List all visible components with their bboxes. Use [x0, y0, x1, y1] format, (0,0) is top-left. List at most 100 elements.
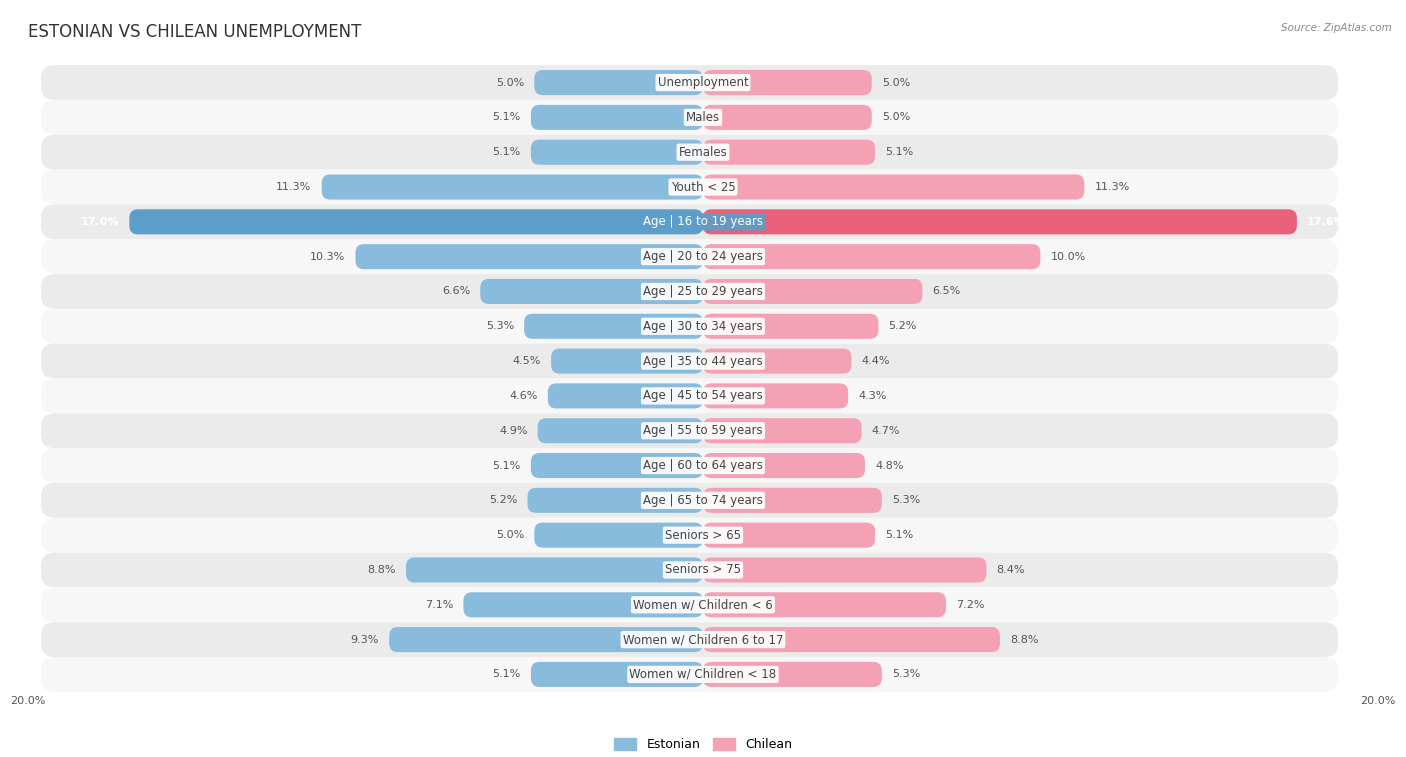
FancyBboxPatch shape [703, 557, 987, 582]
FancyBboxPatch shape [548, 383, 703, 409]
Text: 5.2%: 5.2% [489, 495, 517, 506]
Text: 8.8%: 8.8% [1010, 634, 1039, 645]
Text: ESTONIAN VS CHILEAN UNEMPLOYMENT: ESTONIAN VS CHILEAN UNEMPLOYMENT [28, 23, 361, 41]
FancyBboxPatch shape [534, 522, 703, 548]
FancyBboxPatch shape [537, 418, 703, 444]
Text: Women w/ Children 6 to 17: Women w/ Children 6 to 17 [623, 633, 783, 646]
FancyBboxPatch shape [322, 175, 703, 200]
FancyBboxPatch shape [703, 418, 862, 444]
FancyBboxPatch shape [481, 279, 703, 304]
FancyBboxPatch shape [41, 309, 1339, 344]
Text: Age | 45 to 54 years: Age | 45 to 54 years [643, 389, 763, 403]
Text: 20.0%: 20.0% [10, 696, 46, 706]
FancyBboxPatch shape [524, 313, 703, 339]
Text: Women w/ Children < 18: Women w/ Children < 18 [630, 668, 776, 681]
Text: Seniors > 65: Seniors > 65 [665, 528, 741, 542]
Text: 5.3%: 5.3% [891, 669, 920, 680]
FancyBboxPatch shape [41, 448, 1339, 483]
Text: 4.7%: 4.7% [872, 425, 900, 436]
Text: 7.1%: 7.1% [425, 600, 453, 610]
Text: Seniors > 75: Seniors > 75 [665, 563, 741, 577]
FancyBboxPatch shape [703, 140, 875, 165]
Text: 5.3%: 5.3% [486, 321, 515, 332]
FancyBboxPatch shape [534, 70, 703, 95]
Text: 8.4%: 8.4% [997, 565, 1025, 575]
FancyBboxPatch shape [703, 488, 882, 513]
Text: Males: Males [686, 111, 720, 124]
Text: 17.6%: 17.6% [1308, 217, 1346, 227]
Text: 5.1%: 5.1% [492, 669, 520, 680]
Text: 11.3%: 11.3% [1094, 182, 1129, 192]
FancyBboxPatch shape [703, 662, 882, 687]
FancyBboxPatch shape [703, 209, 1296, 235]
FancyBboxPatch shape [41, 413, 1339, 448]
Text: Age | 25 to 29 years: Age | 25 to 29 years [643, 285, 763, 298]
Text: Age | 20 to 24 years: Age | 20 to 24 years [643, 250, 763, 263]
Text: 5.1%: 5.1% [492, 460, 520, 471]
FancyBboxPatch shape [41, 553, 1339, 587]
Text: Age | 30 to 34 years: Age | 30 to 34 years [643, 319, 763, 333]
FancyBboxPatch shape [41, 274, 1339, 309]
FancyBboxPatch shape [464, 592, 703, 617]
FancyBboxPatch shape [389, 627, 703, 652]
Text: 5.0%: 5.0% [882, 112, 910, 123]
FancyBboxPatch shape [531, 662, 703, 687]
Text: 7.2%: 7.2% [956, 600, 984, 610]
FancyBboxPatch shape [41, 378, 1339, 413]
Text: 4.6%: 4.6% [509, 391, 537, 401]
Text: Source: ZipAtlas.com: Source: ZipAtlas.com [1281, 23, 1392, 33]
FancyBboxPatch shape [531, 140, 703, 165]
Text: 10.0%: 10.0% [1050, 251, 1085, 262]
FancyBboxPatch shape [41, 483, 1339, 518]
Text: 6.6%: 6.6% [441, 286, 470, 297]
FancyBboxPatch shape [129, 209, 703, 235]
Text: 4.4%: 4.4% [862, 356, 890, 366]
FancyBboxPatch shape [356, 244, 703, 269]
Legend: Estonian, Chilean: Estonian, Chilean [609, 734, 797, 756]
Text: 8.8%: 8.8% [367, 565, 396, 575]
FancyBboxPatch shape [703, 244, 1040, 269]
FancyBboxPatch shape [703, 453, 865, 478]
Text: 5.0%: 5.0% [496, 77, 524, 88]
FancyBboxPatch shape [703, 348, 852, 374]
FancyBboxPatch shape [41, 239, 1339, 274]
FancyBboxPatch shape [551, 348, 703, 374]
FancyBboxPatch shape [531, 105, 703, 130]
FancyBboxPatch shape [41, 622, 1339, 657]
FancyBboxPatch shape [41, 587, 1339, 622]
FancyBboxPatch shape [703, 522, 875, 548]
Text: Age | 65 to 74 years: Age | 65 to 74 years [643, 494, 763, 507]
FancyBboxPatch shape [527, 488, 703, 513]
FancyBboxPatch shape [406, 557, 703, 582]
FancyBboxPatch shape [531, 453, 703, 478]
FancyBboxPatch shape [41, 518, 1339, 553]
FancyBboxPatch shape [41, 65, 1339, 100]
Text: 4.5%: 4.5% [513, 356, 541, 366]
Text: Age | 55 to 59 years: Age | 55 to 59 years [643, 424, 763, 438]
Text: 20.0%: 20.0% [1360, 696, 1396, 706]
Text: Age | 60 to 64 years: Age | 60 to 64 years [643, 459, 763, 472]
FancyBboxPatch shape [703, 175, 1084, 200]
FancyBboxPatch shape [41, 100, 1339, 135]
Text: 5.1%: 5.1% [492, 147, 520, 157]
Text: 5.1%: 5.1% [492, 112, 520, 123]
FancyBboxPatch shape [703, 383, 848, 409]
Text: 4.3%: 4.3% [858, 391, 887, 401]
Text: 4.8%: 4.8% [875, 460, 904, 471]
Text: 6.5%: 6.5% [932, 286, 960, 297]
FancyBboxPatch shape [703, 70, 872, 95]
FancyBboxPatch shape [703, 627, 1000, 652]
Text: 10.3%: 10.3% [311, 251, 346, 262]
FancyBboxPatch shape [703, 105, 872, 130]
Text: 11.3%: 11.3% [277, 182, 312, 192]
Text: Unemployment: Unemployment [658, 76, 748, 89]
FancyBboxPatch shape [41, 344, 1339, 378]
FancyBboxPatch shape [703, 592, 946, 617]
FancyBboxPatch shape [41, 170, 1339, 204]
Text: 17.0%: 17.0% [80, 217, 120, 227]
Text: Women w/ Children < 6: Women w/ Children < 6 [633, 598, 773, 612]
Text: 5.0%: 5.0% [496, 530, 524, 540]
Text: 5.1%: 5.1% [886, 147, 914, 157]
FancyBboxPatch shape [41, 657, 1339, 692]
Text: Youth < 25: Youth < 25 [671, 180, 735, 194]
